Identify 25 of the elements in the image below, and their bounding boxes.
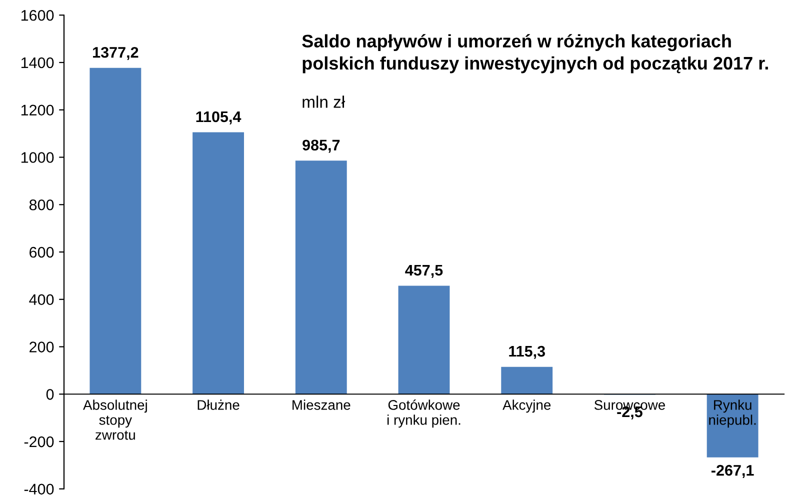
y-tick-label: 0 [46, 388, 54, 400]
y-tick-label: 600 [30, 246, 54, 258]
y-tick-label: 1000 [21, 152, 54, 163]
y-tick-label: 1400 [21, 57, 54, 68]
y-tick-label: 1600 [21, 10, 54, 21]
data-label: 115,3 [509, 346, 546, 359]
y-tick-label: 800 [29, 199, 54, 210]
data-label: 1377,2 [93, 46, 138, 60]
data-label: 457,5 [405, 264, 443, 278]
data-label: 1105,4 [196, 111, 242, 124]
data-label: 985,7 [302, 140, 340, 153]
y-tick-label: -400 [24, 484, 54, 495]
x-tick-label: Mieszane [292, 400, 350, 410]
text: mln zł [302, 96, 346, 108]
y-tick-label: -200 [24, 436, 54, 448]
x-tick-label: Gotówkowe i rynku pien. [387, 400, 460, 428]
x-tick-label: Akcyjne [502, 400, 551, 413]
y-tick-label: 200 [30, 342, 54, 352]
x-tick-label: Rynku niepubl. [709, 400, 756, 428]
y-tick-label: 1200 [21, 104, 54, 116]
x-tick-label: Dłużne [198, 400, 240, 410]
y-tick-label: 400 [29, 294, 54, 306]
data-label: -267,1 [712, 464, 754, 478]
text: Saldo napływów i umorzeń w różnych kategoriach polskich funduszy inwestycyjnych od początku 2017 r. [302, 34, 768, 74]
x-tick-label: Absolutnej stopy zwrotu [83, 400, 147, 440]
